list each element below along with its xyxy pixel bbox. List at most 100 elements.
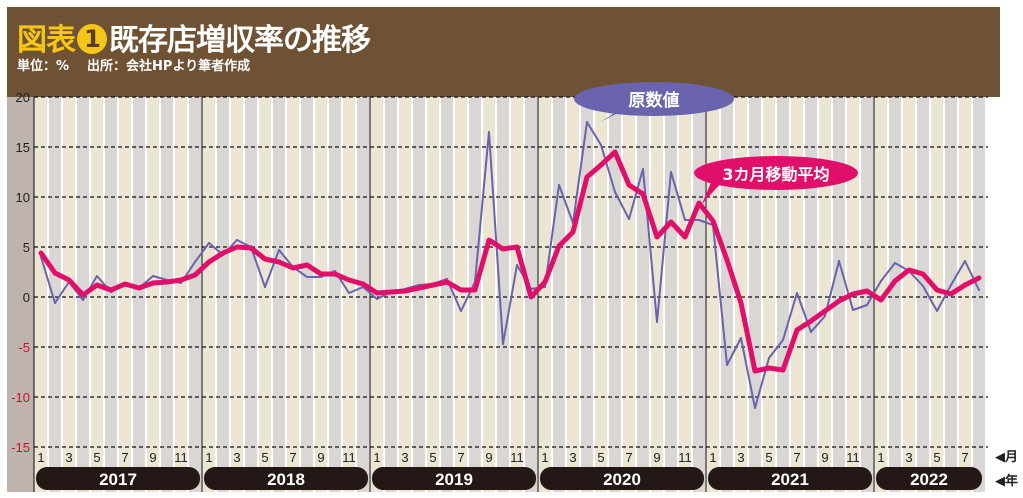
month-stripe bbox=[665, 97, 677, 492]
moving-average-point bbox=[263, 257, 267, 261]
month-tick-label: 3 bbox=[233, 450, 240, 465]
month-stripe bbox=[903, 97, 915, 492]
moving-average-point bbox=[445, 280, 449, 284]
month-stripe bbox=[315, 97, 327, 492]
month-tick-label: 1 bbox=[205, 450, 212, 465]
moving-average-point bbox=[795, 328, 799, 332]
moving-average-point bbox=[893, 279, 897, 283]
moving-average-point bbox=[557, 244, 561, 248]
moving-average-point bbox=[907, 268, 911, 272]
moving-average-point bbox=[879, 298, 883, 302]
month-tick-label: 7 bbox=[793, 450, 800, 465]
moving-average-point bbox=[865, 289, 869, 293]
moving-average-point bbox=[305, 263, 309, 267]
moving-average-point bbox=[935, 288, 939, 292]
raw-value-point bbox=[516, 264, 518, 266]
year-pill bbox=[204, 467, 368, 490]
moving-average-point bbox=[333, 272, 337, 276]
year-label: 2020 bbox=[603, 470, 641, 489]
y-tick-label: 5 bbox=[23, 240, 30, 255]
raw-value-point bbox=[936, 310, 938, 312]
month-stripe bbox=[805, 97, 817, 492]
moving-average-point bbox=[389, 290, 393, 294]
month-tick-label: 3 bbox=[569, 450, 576, 465]
raw-value-point bbox=[740, 337, 742, 339]
month-stripe bbox=[231, 97, 243, 492]
moving-average-point bbox=[193, 273, 197, 277]
raw-value-point bbox=[810, 331, 812, 333]
moving-average-point bbox=[151, 281, 155, 285]
moving-average-point bbox=[515, 245, 519, 249]
moving-average-point bbox=[571, 230, 575, 234]
month-tick-label: 3 bbox=[737, 450, 744, 465]
raw-value-point bbox=[880, 280, 882, 282]
moving-average-point bbox=[221, 251, 225, 255]
moving-average-point bbox=[39, 251, 43, 255]
month-tick-label: 5 bbox=[597, 450, 604, 465]
month-stripe bbox=[455, 97, 467, 492]
month-stripe bbox=[707, 97, 719, 492]
moving-average-point bbox=[949, 292, 953, 296]
title-text: 既存店増収率の推移 bbox=[109, 23, 371, 58]
moving-average-point bbox=[851, 292, 855, 296]
moving-average-point bbox=[963, 283, 967, 287]
moving-average-point bbox=[361, 282, 365, 286]
month-stripes bbox=[35, 97, 985, 492]
moving-average-point bbox=[487, 238, 491, 242]
year-pill bbox=[372, 467, 536, 490]
raw-value-point bbox=[306, 276, 308, 278]
month-stripe bbox=[623, 97, 635, 492]
moving-average-point bbox=[417, 286, 421, 290]
month-stripe bbox=[49, 97, 61, 492]
month-tick-label: 9 bbox=[485, 450, 492, 465]
month-stripe bbox=[819, 97, 831, 492]
y-tick-label: -10 bbox=[11, 390, 30, 405]
year-pill bbox=[708, 467, 872, 490]
moving-average-point bbox=[403, 289, 407, 293]
month-tick-label: 5 bbox=[429, 450, 436, 465]
month-stripe bbox=[245, 97, 257, 492]
moving-average-point bbox=[585, 175, 589, 179]
raw-value-point bbox=[642, 168, 644, 170]
raw-value-point bbox=[628, 218, 630, 220]
ma-callout-label: 3カ月移動平均 bbox=[722, 165, 829, 184]
raw-value-point bbox=[852, 309, 854, 311]
month-stripe bbox=[483, 97, 495, 492]
moving-average-point bbox=[627, 183, 631, 187]
month-stripe bbox=[105, 97, 117, 492]
month-stripe bbox=[273, 97, 285, 492]
raw-value-point bbox=[208, 242, 210, 244]
raw-value-point bbox=[600, 144, 602, 146]
raw-value-point bbox=[824, 315, 826, 317]
moving-average-point bbox=[137, 286, 141, 290]
month-stripe bbox=[553, 97, 565, 492]
month-stripe bbox=[203, 97, 215, 492]
moving-average-point bbox=[431, 283, 435, 287]
moving-average-point bbox=[823, 309, 827, 313]
raw-value-point bbox=[278, 249, 280, 251]
y-tick-label: -15 bbox=[11, 440, 30, 455]
raw-value-point bbox=[586, 121, 588, 123]
month-stripe bbox=[721, 97, 733, 492]
raw-value-point bbox=[698, 219, 700, 221]
year-pill bbox=[876, 467, 982, 490]
month-stripe bbox=[119, 97, 131, 492]
month-tick-label: 1 bbox=[373, 450, 380, 465]
moving-average-point bbox=[753, 369, 757, 373]
raw-value-point bbox=[614, 191, 616, 193]
raw-value-point bbox=[838, 260, 840, 262]
month-stripe bbox=[287, 97, 299, 492]
month-stripe bbox=[259, 97, 271, 492]
moving-average-point bbox=[711, 219, 715, 223]
raw-value-point bbox=[544, 286, 546, 288]
moving-average-point bbox=[109, 288, 113, 292]
moving-average-line bbox=[38, 149, 982, 374]
raw-value-point bbox=[82, 299, 84, 301]
ma-callout-bubble bbox=[694, 156, 858, 190]
month-tick-label: 7 bbox=[961, 450, 968, 465]
source-label: 出所：会社HPより筆者作成 bbox=[87, 59, 251, 74]
raw-value-point bbox=[194, 261, 196, 263]
moving-average-point bbox=[767, 366, 771, 370]
moving-average-point bbox=[921, 272, 925, 276]
